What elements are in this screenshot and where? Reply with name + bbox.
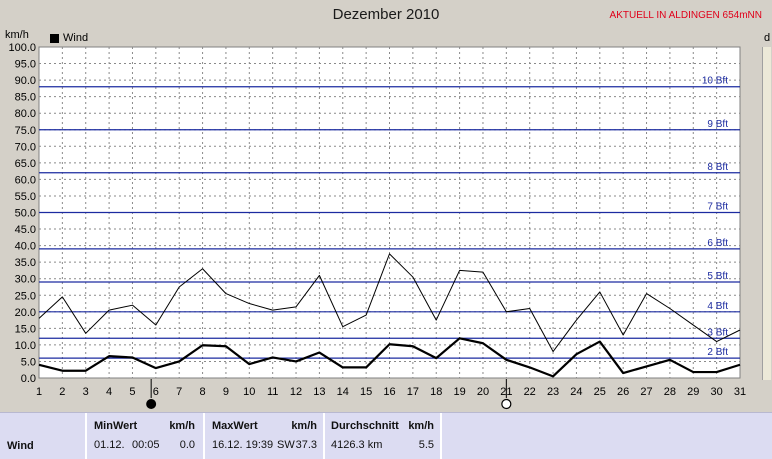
x-tick-label: 12 (290, 386, 302, 398)
avg-header: Durchschnitt (331, 420, 399, 432)
x-tick-label: 17 (407, 386, 419, 398)
x-tick-label: 3 (83, 386, 89, 398)
y-tick-label: 90.0 (15, 75, 36, 87)
beaufort-label: 7 Bft (707, 202, 728, 213)
chart-title: Dezember 2010 (332, 6, 440, 23)
stats-max-cell: MaxWert km/h 16.12. 19:39 SW 37.3 (205, 413, 325, 459)
min-value: 0.0 (179, 439, 195, 451)
wind-chart: 2 Bft 3 Bft 4 Bft 5 Bft 6 Bft 7 Bft 8 Bft 9 Bft… (8, 42, 746, 410)
series-gust (38, 253, 741, 353)
max-value: 37.3 (295, 439, 317, 451)
y-tick-label: 45.0 (15, 224, 36, 236)
beaufort-label: 5 Bft (707, 271, 728, 282)
x-tick-label: 11 (267, 386, 278, 398)
right-scrollbar[interactable] (762, 47, 771, 380)
beaufort-lines: 2 Bft 3 Bft 4 Bft 5 Bft 6 Bft 7 Bft 8 Bft 9 Bft… (39, 76, 740, 359)
x-tick-label: 7 (176, 386, 182, 398)
min-time: 00:05 (132, 439, 160, 451)
y-tick-label: 80.0 (15, 108, 36, 120)
max-datetime: 16.12. 19:39 (212, 439, 274, 451)
y-tick-label: 0.0 (21, 373, 36, 385)
x-tick-label: 31 (734, 386, 746, 398)
beaufort-label: 2 Bft (707, 347, 728, 358)
max-unit: km/h (291, 420, 317, 432)
y-tick-label: 85.0 (15, 92, 36, 104)
stats-min-cell: MinWert km/h 01.12. 00:05 0.0 (87, 413, 205, 459)
y-tick-label: 5.0 (21, 356, 36, 368)
y-tick-label: 20.0 (15, 307, 36, 319)
y-tick-label: 25.0 (15, 290, 36, 302)
min-unit: km/h (169, 420, 195, 432)
max-header: MaxWert (212, 420, 258, 432)
avg-unit: km/h (408, 420, 434, 432)
x-tick-label: 10 (243, 386, 255, 398)
x-tick-label: 18 (430, 386, 442, 398)
beaufort-label: 10 Bft (702, 76, 728, 87)
y-tick-labels: 0.0 5.0 10.0 15.0 20.0 25.0 30.0 35.0 40.0 45.0 50… (8, 42, 36, 385)
x-tick-label: 30 (711, 386, 723, 398)
x-tick-label: 5 (129, 386, 135, 398)
y-tick-label: 70.0 (15, 141, 36, 153)
stats-avg-cell: Durchschnitt km/h 4126.3 km 5.5 (325, 413, 442, 459)
y-tick-label: 15.0 (15, 323, 36, 335)
avg-value: 5.5 (418, 439, 434, 451)
station-badge: AKTUELL IN ALDINGEN 654mNN (609, 10, 762, 21)
y-tick-label: 40.0 (15, 241, 36, 253)
beaufort-label: 3 Bft (707, 327, 728, 338)
x-tick-label: 20 (477, 386, 489, 398)
x-tick-label: 24 (570, 386, 582, 398)
x-tick-label: 1 (36, 386, 42, 398)
x-tick-label: 25 (594, 386, 606, 398)
y-tick-label: 30.0 (15, 274, 36, 286)
y-tick-label: 50.0 (15, 208, 36, 220)
y-tick-label: 55.0 (15, 191, 36, 203)
stats-row-label: Wind (7, 440, 34, 452)
x-tick-label: 16 (383, 386, 395, 398)
x-tick-label: 2 (59, 386, 65, 398)
x-tick-label: 22 (524, 386, 536, 398)
x-tick-labels: 1 2 3 4 5 6 7 8 9 10 11 12 13 14 15 16 17 18 19 20 21 22 23 24 2… (36, 386, 746, 398)
max-direction: SW (277, 439, 295, 451)
full-moon-icon (501, 398, 512, 410)
y-tick-label: 75.0 (15, 125, 36, 137)
legend: Wind (50, 32, 88, 44)
beaufort-label: 4 Bft (707, 301, 728, 312)
legend-swatch-icon (50, 33, 59, 43)
y-tick-label: 100.0 (8, 42, 36, 54)
y-tick-label: 65.0 (15, 158, 36, 170)
new-moon-icon (146, 399, 157, 409)
x-tick-label: 6 (153, 386, 159, 398)
x-tick-label: 15 (360, 386, 372, 398)
beaufort-label: 8 Bft (707, 162, 728, 173)
x-tick-label: 19 (453, 386, 465, 398)
avg-distance: 4126.3 km (331, 439, 383, 451)
stats-panel: Wind MinWert km/h 01.12. 00:05 0.0 MaxWe… (0, 412, 772, 459)
min-date: 01.12. (94, 439, 125, 451)
moon-phase-icons (146, 379, 512, 410)
y-tick-label: 35.0 (15, 257, 36, 269)
legend-label: Wind (63, 32, 89, 44)
series-mean-wind (38, 337, 741, 378)
series-lines (38, 253, 741, 378)
beaufort-label: 6 Bft (707, 238, 728, 249)
x-tick-label: 9 (223, 386, 229, 398)
y-tick-label: 95.0 (15, 59, 36, 71)
stats-label-cell: Wind (0, 413, 87, 459)
x-tick-label: 26 (617, 386, 629, 398)
right-axis-letter: d (764, 32, 771, 44)
min-header: MinWert (94, 420, 138, 432)
x-tick-label: 4 (106, 386, 112, 398)
x-tick-label: 13 (313, 386, 325, 398)
x-tick-label: 23 (547, 386, 559, 398)
x-tick-label: 27 (640, 386, 652, 398)
y-tick-label: 10.0 (15, 340, 36, 352)
beaufort-label: 9 Bft (707, 119, 728, 130)
x-tick-label: 14 (337, 386, 349, 398)
x-tick-label: 28 (664, 386, 676, 398)
y-axis-unit: km/h (5, 29, 29, 41)
x-tick-label: 29 (687, 386, 699, 398)
y-tick-label: 60.0 (15, 174, 36, 186)
x-tick-label: 8 (200, 386, 206, 398)
